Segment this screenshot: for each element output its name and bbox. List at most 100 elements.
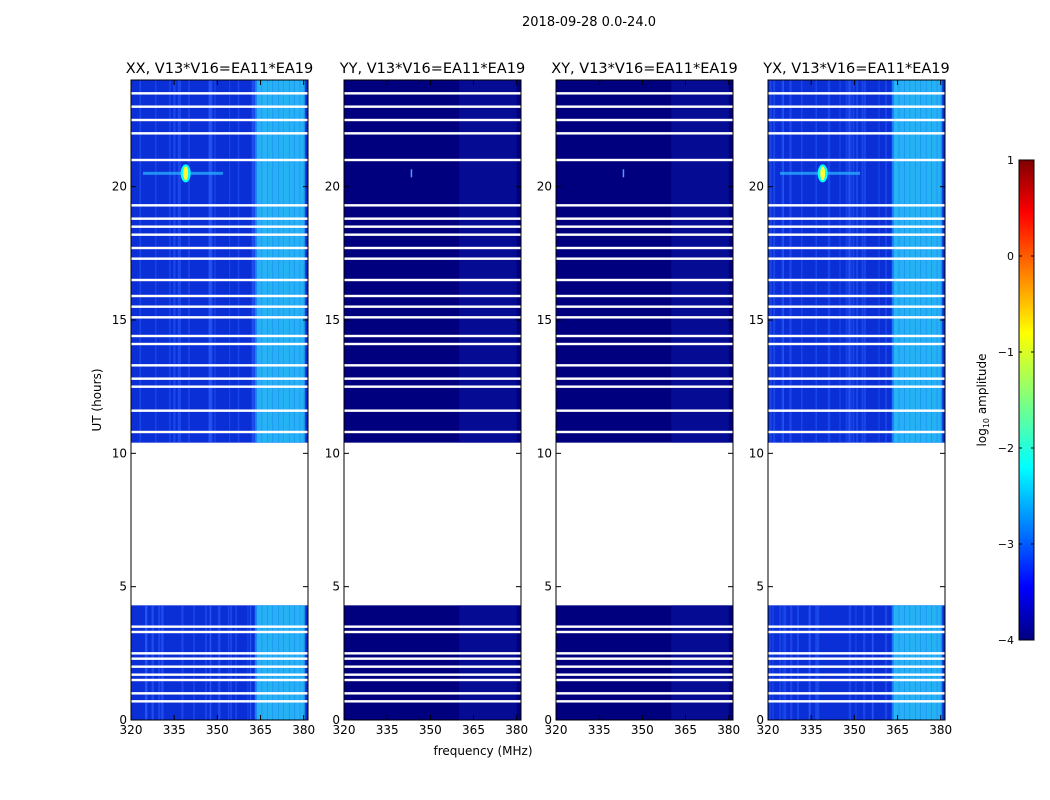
flagged-row bbox=[768, 92, 945, 95]
flagged-row bbox=[344, 217, 521, 220]
colorbar-gradient bbox=[1018, 159, 1035, 641]
flagged-row bbox=[768, 630, 945, 634]
noise-column bbox=[769, 605, 771, 720]
x-tick-label: 335 bbox=[376, 723, 399, 737]
flagged-row bbox=[131, 233, 308, 236]
y-tick-label: 5 bbox=[756, 580, 764, 594]
noise-column bbox=[205, 605, 208, 720]
flagged-row bbox=[768, 700, 945, 703]
noise-column bbox=[210, 80, 213, 443]
spike-trace bbox=[622, 169, 625, 178]
flagged-row bbox=[556, 430, 733, 434]
flagged-row bbox=[344, 294, 521, 298]
x-tick-label: 380 bbox=[717, 723, 740, 737]
rfi-channel bbox=[289, 605, 295, 720]
panels-group: 320 335 350 365 380 0 5 10 15 20 XX, V13*V16=EA11*… bbox=[112, 61, 952, 737]
noise-column bbox=[861, 80, 864, 443]
flagged-row bbox=[556, 118, 733, 122]
noise-column bbox=[808, 605, 811, 720]
flagged-row bbox=[344, 678, 521, 682]
noise-column bbox=[855, 605, 857, 720]
flagged-row bbox=[768, 257, 945, 260]
flagged-row bbox=[131, 118, 308, 122]
flagged-row bbox=[344, 364, 521, 367]
flagged-row bbox=[768, 294, 945, 298]
flagged-row bbox=[556, 305, 733, 308]
figure-suptitle: 2018-09-28 0.0-24.0 bbox=[522, 15, 656, 30]
noise-column bbox=[815, 80, 817, 443]
noise-column bbox=[188, 80, 190, 443]
flagged-row bbox=[556, 630, 733, 634]
flagged-row bbox=[768, 278, 945, 282]
noise-column bbox=[827, 80, 831, 443]
noise-column bbox=[230, 605, 232, 720]
flagged-row bbox=[768, 158, 945, 162]
rfi-channel bbox=[300, 605, 306, 720]
noise-column bbox=[144, 605, 148, 720]
rfi-channel bbox=[278, 80, 284, 443]
y-tick-label: 20 bbox=[112, 180, 127, 194]
noise-column bbox=[145, 605, 148, 720]
flagged-row bbox=[556, 204, 733, 207]
y-tick-label: 0 bbox=[119, 713, 127, 727]
y-tick-label: 5 bbox=[544, 580, 552, 594]
rfi-channel bbox=[273, 605, 279, 720]
flagged-row bbox=[556, 278, 733, 282]
flagged-row bbox=[131, 430, 308, 434]
flagged-row bbox=[131, 673, 308, 676]
flagged-row bbox=[768, 665, 945, 668]
y-tick-label: 15 bbox=[537, 313, 552, 327]
flagged-row bbox=[768, 657, 945, 660]
rfi-channel bbox=[893, 605, 899, 720]
rfi-channel bbox=[899, 80, 905, 443]
y-axis-label: UT (hours) bbox=[90, 368, 104, 431]
flagged-row bbox=[768, 673, 945, 676]
flagged-row bbox=[556, 364, 733, 367]
noise-column bbox=[849, 80, 852, 443]
rfi-channel bbox=[926, 605, 932, 720]
flagged-row bbox=[768, 118, 945, 122]
flagged-row bbox=[768, 246, 945, 250]
flagged-row bbox=[131, 652, 308, 655]
flagged-row bbox=[344, 657, 521, 660]
rfi-channel bbox=[283, 80, 289, 443]
flagged-row bbox=[131, 342, 308, 346]
y-tick-label: 0 bbox=[544, 713, 552, 727]
x-tick-label: 320 bbox=[757, 723, 780, 737]
flagged-row bbox=[344, 246, 521, 250]
noise-column bbox=[252, 80, 255, 443]
colorbar-label-main: log bbox=[975, 428, 989, 446]
rfi-channel bbox=[294, 605, 300, 720]
rfi-channel bbox=[899, 605, 905, 720]
flagged-row bbox=[556, 657, 733, 660]
flagged-row bbox=[344, 92, 521, 95]
flagged-row bbox=[131, 132, 308, 135]
noise-column bbox=[162, 605, 164, 720]
noise-column bbox=[152, 605, 155, 720]
flagged-row bbox=[344, 409, 521, 412]
x-tick-label: 380 bbox=[292, 723, 315, 737]
y-tick-label: 0 bbox=[756, 713, 764, 727]
noise-column bbox=[181, 605, 184, 720]
noise-column bbox=[871, 605, 874, 720]
flagged-row bbox=[556, 409, 733, 412]
flagged-row bbox=[344, 132, 521, 135]
x-tick-label: 380 bbox=[505, 723, 528, 737]
faint-band bbox=[459, 605, 517, 720]
flagged-row bbox=[556, 342, 733, 346]
y-tick-label: 10 bbox=[749, 446, 764, 460]
rfi-channel bbox=[267, 80, 273, 443]
flagged-row bbox=[768, 204, 945, 207]
y-tick-label: 20 bbox=[325, 180, 340, 194]
noise-column bbox=[208, 80, 211, 443]
flagged-row bbox=[344, 233, 521, 236]
noise-column bbox=[848, 605, 852, 720]
flagged-row bbox=[768, 305, 945, 308]
colorbar-tick-label: −3 bbox=[998, 538, 1014, 551]
flagged-row bbox=[344, 105, 521, 108]
noise-column bbox=[839, 80, 841, 443]
flagged-row bbox=[344, 692, 521, 695]
noise-column bbox=[863, 80, 866, 443]
flagged-row bbox=[344, 625, 521, 628]
flagged-row bbox=[556, 652, 733, 655]
